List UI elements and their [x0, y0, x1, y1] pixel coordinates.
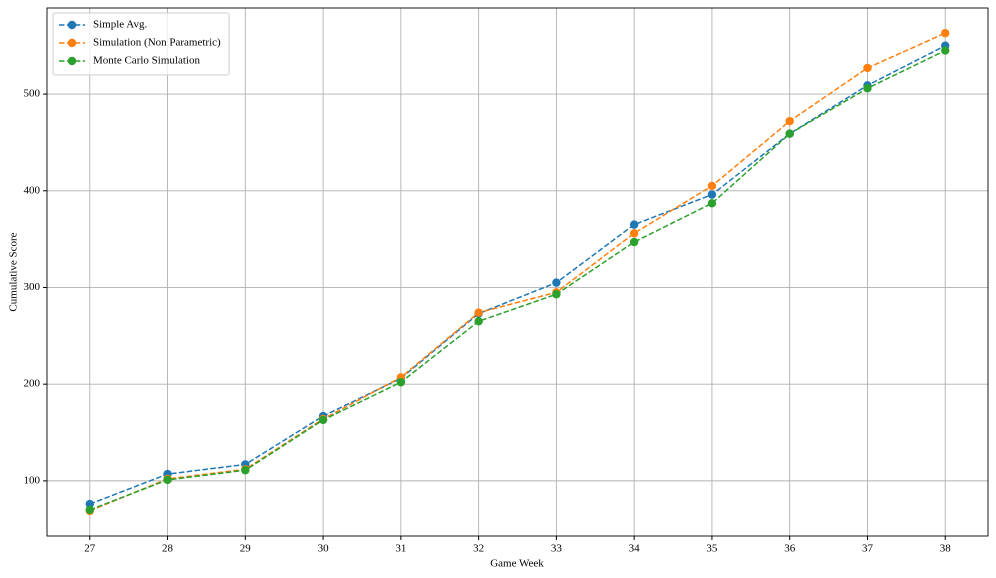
data-point [241, 466, 250, 475]
data-point [707, 190, 717, 199]
data-point [707, 181, 717, 191]
y-tick-label: 500 [24, 88, 41, 100]
y-tick-label: 200 [24, 378, 41, 390]
legend: Simple Avg. Simulation (Non Parametric) Mo… [52, 12, 230, 76]
x-axis-label: Game Week [490, 558, 544, 570]
data-point [552, 278, 561, 287]
x-tick-label: 33 [551, 543, 563, 555]
x-tick-label: 29 [240, 543, 252, 555]
y-tick-label: 100 [24, 474, 41, 486]
y-tick-label: 300 [24, 281, 41, 293]
legend-marker [67, 38, 77, 48]
data-point [707, 199, 717, 208]
data-point [785, 129, 794, 138]
data-point [85, 505, 94, 515]
series-line [89, 49, 946, 511]
legend-label: Simulation (Non Parametric) [93, 37, 221, 49]
data-point [941, 46, 950, 55]
data-point [785, 116, 794, 126]
data-point [863, 63, 872, 73]
data-point [941, 28, 950, 38]
x-tick-label: 30 [318, 543, 330, 555]
data-point [629, 229, 639, 238]
data-point [474, 308, 483, 317]
data-point [629, 220, 639, 229]
data-point [85, 499, 94, 509]
data-point [552, 290, 561, 299]
legend-label: Simple Avg. [93, 19, 147, 31]
y-tick-label: 400 [24, 184, 41, 196]
x-tick-label: 35 [706, 543, 718, 555]
series-line [89, 45, 946, 505]
series-line [89, 32, 946, 512]
data-point [474, 317, 483, 326]
x-tick-label: 27 [84, 543, 96, 555]
x-tick-label: 31 [395, 543, 406, 555]
data-point [863, 84, 872, 93]
x-tick-label: 38 [940, 543, 952, 555]
x-tick-label: 37 [862, 543, 874, 555]
legend-box [52, 12, 230, 76]
x-tick-label: 32 [473, 543, 484, 555]
plot-frame [46, 7, 989, 537]
legend-marker [67, 20, 77, 30]
legend-label: Monte Carlo Simulation [93, 55, 200, 67]
data-point [396, 378, 406, 387]
data-point [318, 415, 328, 425]
x-tick-label: 36 [784, 543, 796, 555]
x-tick-label: 28 [162, 543, 174, 555]
legend-marker [67, 56, 77, 66]
x-tick-label: 34 [629, 543, 641, 555]
data-point [163, 475, 172, 485]
y-axis-label: Cumulative Score [8, 232, 20, 311]
data-point [629, 237, 639, 247]
